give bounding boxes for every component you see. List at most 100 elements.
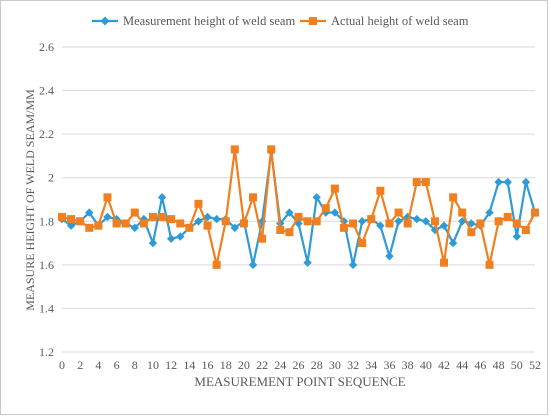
data-point-square (185, 223, 194, 232)
data-point-square (367, 215, 376, 224)
series-line (61, 148, 536, 266)
data-point-square (176, 219, 185, 228)
data-point-diamond (376, 221, 385, 230)
data-point-diamond (248, 260, 258, 270)
data-point-square (67, 215, 76, 224)
legend-marker-diamond (100, 16, 110, 26)
data-point-square (303, 217, 312, 226)
x-tick-label: 52 (529, 358, 541, 372)
x-tick-label: 24 (274, 358, 286, 372)
data-point-diamond (148, 238, 158, 248)
gridlines (62, 46, 535, 353)
data-point-diamond (521, 177, 531, 187)
data-point-diamond (176, 232, 185, 241)
x-tick-label: 38 (402, 358, 414, 372)
data-point-square (403, 219, 412, 228)
data-point-square (94, 221, 103, 230)
data-point-square (430, 217, 439, 226)
y-tick-label: 2.4 (39, 84, 54, 98)
x-axis-label: MEASUREMENT POINT SEQUENCE (194, 374, 405, 389)
data-point-diamond (194, 217, 203, 226)
data-point-square (258, 234, 267, 243)
x-tick-label: 0 (59, 358, 65, 372)
data-point-diamond (503, 177, 512, 187)
data-point-diamond (385, 251, 394, 261)
data-point-square (285, 228, 294, 237)
data-point-square (394, 208, 403, 217)
data-point-diamond (66, 221, 76, 230)
data-point-diamond (312, 193, 321, 202)
data-point-diamond (348, 260, 358, 270)
data-point-square (312, 217, 321, 226)
x-tick-label: 8 (132, 358, 138, 372)
data-point-square (485, 260, 494, 269)
legend-label: Measurement height of weld seam (123, 14, 295, 28)
data-point-square (385, 219, 394, 228)
data-point-square (321, 204, 330, 213)
data-point-square (440, 258, 449, 267)
data-point-diamond (230, 223, 240, 233)
x-tick-label: 40 (420, 358, 432, 372)
data-point-square (85, 223, 94, 232)
x-tick-label: 26 (293, 358, 305, 372)
data-point-square (148, 212, 157, 221)
data-point-diamond (330, 208, 340, 217)
data-point-square (531, 208, 539, 217)
data-point-square (376, 186, 385, 195)
legend-item-1: Measurement height of weld seam (92, 14, 295, 28)
x-tick-label: 30 (329, 358, 341, 372)
y-axis-ticks: 1.2 1.4 1.6 1.8 2 2.2 2.4 2.6 (39, 40, 54, 359)
data-point-square (249, 193, 258, 202)
data-point-diamond (485, 208, 494, 217)
y-tick-label: 1.2 (39, 345, 54, 359)
data-point-square (112, 219, 121, 228)
data-point-diamond (421, 217, 431, 226)
data-point-diamond (166, 234, 176, 243)
data-point-diamond (448, 238, 458, 248)
x-tick-label: 44 (456, 358, 468, 372)
x-tick-label: 4 (95, 358, 101, 372)
legend-label: Actual height of weld seam (331, 14, 469, 28)
x-tick-label: 46 (474, 358, 486, 372)
x-axis-ticks: 0 2 4 6 8 10 12 14 16 18 20 22 24 26 28 30 32 34 36 38 40 42 4… (59, 358, 541, 372)
data-point-square (212, 260, 221, 269)
series-2 (58, 145, 539, 269)
data-point-diamond (494, 177, 503, 187)
data-point-square (239, 219, 248, 228)
x-tick-label: 48 (493, 358, 505, 372)
series-1 (57, 147, 540, 270)
data-point-diamond (112, 214, 121, 224)
data-point-square (449, 193, 458, 202)
x-tick-label: 16 (202, 358, 214, 372)
data-point-square (103, 193, 112, 202)
x-tick-label: 42 (438, 358, 450, 372)
x-tick-label: 2 (77, 358, 83, 372)
data-point-diamond (85, 208, 94, 217)
data-point-square (467, 228, 476, 237)
legend: Measurement height of weld seam Actual he… (92, 14, 469, 28)
data-point-square (167, 215, 176, 224)
x-tick-label: 14 (183, 358, 195, 372)
data-point-square (476, 219, 485, 228)
x-tick-label: 28 (311, 358, 323, 372)
data-point-square (412, 178, 421, 187)
y-tick-label: 2.6 (39, 40, 54, 54)
x-tick-label: 6 (114, 358, 120, 372)
data-point-square (494, 217, 503, 226)
data-point-diamond (394, 217, 403, 226)
data-point-square (139, 219, 148, 228)
data-point-square (358, 239, 367, 248)
data-point-square (58, 212, 66, 221)
x-tick-label: 36 (383, 358, 395, 372)
data-point-diamond (103, 212, 112, 222)
y-tick-label: 1.6 (39, 258, 54, 272)
data-point-square (521, 226, 530, 234)
x-tick-label: 10 (147, 358, 159, 372)
data-point-square (194, 199, 203, 208)
data-point-square (330, 184, 339, 193)
data-point-diamond (357, 217, 367, 226)
data-point-square (121, 219, 130, 228)
series-layer (57, 145, 540, 270)
data-point-diamond (412, 214, 421, 224)
